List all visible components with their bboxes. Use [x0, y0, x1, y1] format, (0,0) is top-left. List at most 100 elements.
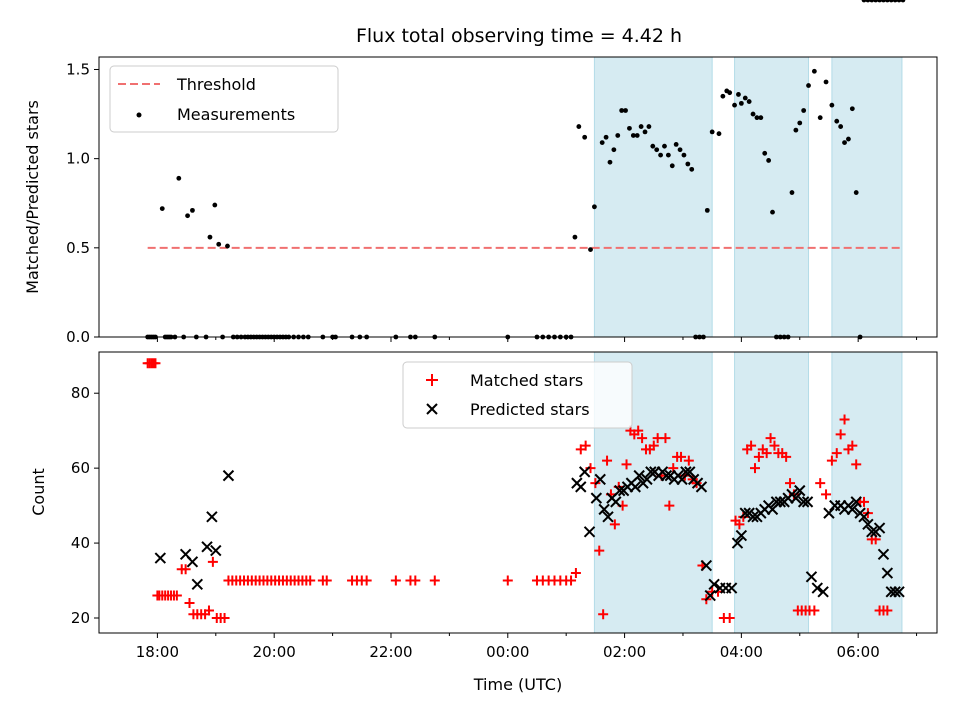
predicted-star-point — [747, 511, 759, 523]
bottom-y-axis: 20 40 60 80 — [71, 384, 99, 627]
matched-star-point — [219, 613, 230, 624]
matched-star-point — [171, 590, 182, 601]
measurement-point — [849, 106, 855, 112]
bottom-y-axis-label: Count — [29, 468, 48, 516]
measurement-point — [159, 206, 165, 211]
predicted-star-point — [645, 466, 657, 478]
x-tick-label: 22:00 — [369, 643, 412, 661]
measurement-point — [829, 102, 835, 108]
bottom-x-axis: 18:00 20:00 22:00 00:00 02:00 04:00 06:00 — [136, 633, 918, 661]
predicted-star-point — [154, 552, 167, 564]
measurement-point — [677, 147, 683, 153]
measurement-point — [770, 209, 775, 215]
measurement-point — [685, 161, 691, 167]
measurement-point — [216, 241, 222, 247]
measurement-point — [642, 129, 648, 135]
measurement-point — [607, 159, 613, 165]
legend-predicted-swatch — [426, 403, 438, 415]
top-y-axis-label: Matched/Predicted stars — [23, 100, 42, 294]
measurement-point — [732, 102, 737, 108]
matched-star-point — [361, 575, 372, 586]
predicted-star-point — [590, 492, 603, 504]
legend-measurements-label: Measurements — [177, 105, 295, 124]
measurement-point — [704, 207, 710, 213]
observing-window-2 — [734, 56, 810, 338]
predicted-star-point — [700, 559, 713, 572]
matched-star-point — [835, 429, 846, 440]
matched-star-point — [749, 463, 760, 474]
measurement-point — [630, 133, 636, 138]
matched-star-point — [410, 575, 421, 586]
measurement-point — [736, 92, 741, 97]
predicted-star-point — [774, 496, 787, 508]
predicted-star-point — [610, 496, 622, 508]
matched-star-point — [429, 575, 440, 586]
predicted-star-point — [790, 492, 802, 504]
measurement-point — [806, 83, 811, 88]
matched-star-point — [390, 575, 401, 586]
legend-matched-label: Matched stars — [470, 371, 583, 390]
y-tick-label: 1.0 — [66, 150, 90, 168]
predicted-star-point — [889, 586, 901, 598]
top-legend-box — [109, 65, 339, 133]
measurement-point — [846, 136, 851, 142]
measurement-point — [853, 190, 859, 195]
measurement-point — [619, 108, 625, 113]
chart-title: Flux total observing time = 4.42 h — [356, 25, 682, 47]
matched-star-point — [676, 451, 687, 462]
measurement-point — [873, 0, 879, 3]
predicted-star-point — [704, 589, 716, 602]
predicted-star-point — [823, 507, 835, 519]
top-plot-frame — [98, 56, 938, 338]
measurement-point — [176, 175, 182, 181]
predicted-star-point — [850, 496, 862, 508]
legend-measurement-swatch — [136, 112, 142, 118]
matched-star-point — [621, 459, 632, 470]
top-legend: Threshold Measurements — [109, 65, 339, 133]
measurement-point — [709, 129, 715, 135]
y-tick-label: 1.5 — [66, 60, 90, 78]
measurement-point — [865, 0, 871, 3]
measurement-point — [225, 243, 230, 249]
y-tick-label: 40 — [71, 534, 90, 552]
x-tick-label: 20:00 — [253, 643, 296, 661]
predicted-star-point — [578, 466, 591, 478]
predicted-star-point — [866, 526, 878, 538]
matched-star-point — [851, 459, 862, 470]
predicted-star-point — [708, 578, 720, 591]
matched-star-point — [839, 414, 850, 425]
measurement-point — [888, 0, 894, 3]
measurement-point — [834, 118, 840, 124]
matched-star-point — [203, 605, 214, 616]
legend-threshold-label: Threshold — [176, 75, 256, 94]
x-axis-label: Time (UTC) — [473, 675, 562, 694]
predicted-star-point — [660, 469, 673, 482]
measurement-point — [801, 108, 807, 113]
measurement-point — [720, 93, 726, 99]
measurement-point — [634, 133, 640, 138]
bottom-legend-box — [402, 361, 633, 429]
measurement-point — [599, 140, 605, 146]
matched-star-point — [815, 478, 826, 489]
measurement-point — [190, 207, 195, 213]
measurement-point — [650, 143, 656, 149]
measurement-point — [592, 204, 597, 210]
measurement-point — [884, 0, 890, 3]
observing-window-3 — [831, 351, 903, 634]
matched-star-point — [724, 613, 735, 624]
matched-star-point — [753, 451, 764, 462]
measurement-point — [638, 124, 644, 129]
measurement-point — [646, 124, 652, 129]
measurement-point — [877, 0, 882, 3]
measurement-point — [689, 166, 695, 172]
measurement-point — [716, 131, 722, 137]
measurement-point — [654, 147, 660, 153]
matched-star-point — [826, 455, 837, 466]
x-tick-label: 18:00 — [136, 643, 179, 661]
predicted-star-point — [817, 586, 829, 598]
predicted-star-point — [629, 481, 641, 493]
matched-star-point — [734, 519, 745, 530]
predicted-star-point — [575, 481, 587, 493]
top-observing-windows — [593, 56, 903, 338]
